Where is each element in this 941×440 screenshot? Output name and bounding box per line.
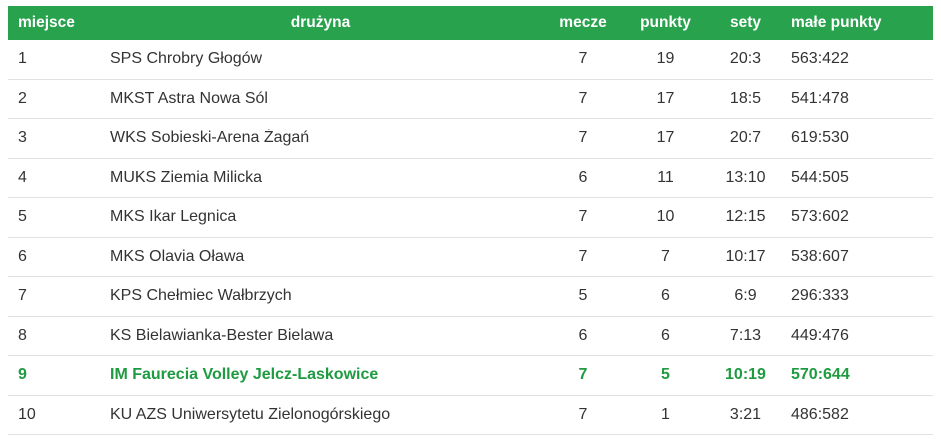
cell-sets: 20:7 (729, 129, 762, 147)
cell-place: 3 (18, 129, 27, 147)
cell-team: WKS Sobieski-Arena Żagań (110, 129, 310, 147)
cell-points: 7 (661, 247, 670, 265)
cell-small-points: 486:582 (791, 405, 849, 423)
cell-points: 17 (656, 129, 675, 147)
table-header: miejsce drużyna mecze punkty sety małe punkty (8, 6, 933, 40)
table-row: 5 MKS Ikar Legnica 7 10 12:15 573:602 (8, 198, 933, 238)
column-header-points: punkty (640, 14, 691, 31)
table-row: 9 IM Faurecia Volley Jelcz-Laskowice 7 5… (8, 356, 933, 396)
table-row: 2 MKST Astra Nowa Sól 7 17 18:5 541:478 (8, 79, 933, 119)
cell-small-points: 619:530 (791, 129, 849, 147)
cell-sets: 7:13 (729, 326, 762, 344)
cell-matches: 7 (578, 50, 588, 68)
cell-sets: 3:21 (729, 405, 762, 423)
cell-place: 1 (18, 50, 27, 68)
cell-place: 7 (18, 287, 27, 305)
column-header-place: miejsce (18, 14, 75, 31)
cell-small-points: 541:478 (791, 89, 849, 107)
cell-team: KS Bielawianka-Bester Bielawa (110, 326, 334, 344)
cell-small-points: 570:644 (791, 366, 850, 384)
cell-points: 19 (656, 50, 675, 68)
cell-points: 1 (661, 405, 670, 423)
table-row: 1 SPS Chrobry Głogów 7 19 20:3 563:422 (8, 40, 933, 80)
cell-team: MKS Olavia Oława (110, 247, 245, 265)
table-row: 8 KS Bielawianka-Bester Bielawa 6 6 7:13… (8, 316, 933, 356)
column-header-matches: mecze (559, 14, 607, 31)
cell-small-points: 296:333 (791, 287, 849, 305)
cell-team: KU AZS Uniwersytetu Zielonogórskiego (110, 405, 391, 423)
cell-team: MKST Astra Nowa Sól (110, 89, 268, 107)
cell-place: 5 (18, 208, 27, 226)
cell-matches: 6 (578, 326, 588, 344)
cell-matches: 7 (578, 247, 588, 265)
cell-place: 6 (18, 247, 27, 265)
table-row: 3 WKS Sobieski-Arena Żagań 7 17 20:7 619… (8, 119, 933, 159)
cell-small-points: 573:602 (791, 208, 849, 226)
column-header-small-points: małe punkty (791, 14, 882, 31)
column-header-sets: sety (729, 14, 762, 31)
cell-team: SPS Chrobry Głogów (110, 50, 263, 68)
cell-matches: 7 (578, 89, 588, 107)
cell-place: 10 (18, 405, 36, 423)
cell-sets: 6:9 (734, 287, 757, 305)
cell-team: MUKS Ziemia Milicka (110, 168, 263, 186)
cell-team: KPS Chełmiec Wałbrzych (110, 287, 292, 305)
cell-points: 17 (656, 89, 675, 107)
cell-small-points: 449:476 (791, 326, 849, 344)
cell-team: MKS Ikar Legnica (110, 208, 237, 226)
cell-place: 9 (18, 366, 27, 384)
cell-small-points: 563:422 (791, 50, 849, 68)
cell-sets: 13:10 (725, 168, 766, 186)
table-row: 4 MUKS Ziemia Milicka 6 11 13:10 544:505 (8, 158, 933, 198)
cell-sets: 10:19 (725, 366, 766, 384)
table-row: 10 KU AZS Uniwersytetu Zielonogórskiego … (8, 395, 933, 435)
table-row: 7 KPS Chełmiec Wałbrzych 5 6 6:9 296:333 (8, 277, 933, 317)
cell-matches: 7 (578, 366, 588, 384)
cell-points: 5 (661, 366, 670, 384)
cell-matches: 7 (578, 405, 588, 423)
cell-place: 2 (18, 89, 27, 107)
table-body: 1 SPS Chrobry Głogów 7 19 20:3 563:422 2… (8, 40, 933, 435)
column-header-team: drużyna (290, 14, 351, 31)
cell-small-points: 544:505 (791, 168, 849, 186)
cell-matches: 7 (578, 129, 588, 147)
cell-points: 6 (661, 287, 670, 305)
cell-place: 4 (18, 168, 27, 186)
cell-points: 6 (661, 326, 670, 344)
cell-matches: 7 (578, 208, 588, 226)
cell-team: IM Faurecia Volley Jelcz-Laskowice (110, 366, 379, 384)
cell-points: 10 (656, 208, 675, 226)
cell-points: 11 (657, 168, 674, 186)
cell-sets: 20:3 (729, 50, 762, 68)
cell-sets: 10:17 (725, 247, 766, 265)
cell-small-points: 538:607 (791, 247, 849, 265)
standings-table: miejsce drużyna mecze punkty sety małe punkty… (8, 6, 933, 435)
cell-place: 8 (18, 326, 27, 344)
cell-sets: 12:15 (725, 208, 766, 226)
cell-matches: 6 (578, 168, 588, 186)
cell-sets: 18:5 (729, 89, 762, 107)
table-row: 6 MKS Olavia Oława 7 7 10:17 538:607 (8, 237, 933, 277)
cell-matches: 5 (578, 287, 588, 305)
